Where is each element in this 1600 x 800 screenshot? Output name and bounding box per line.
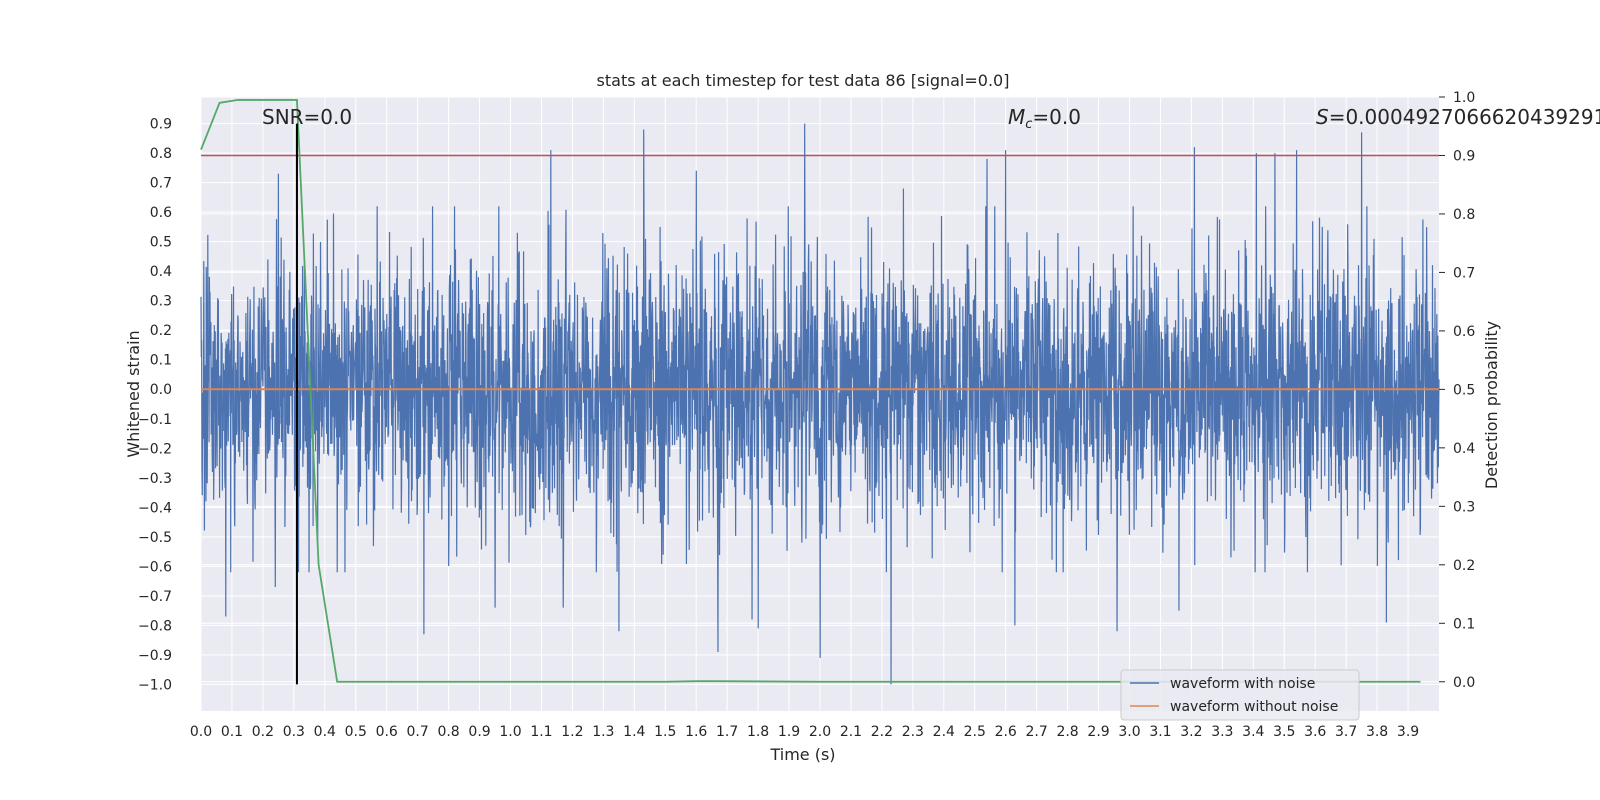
x-tick-label: 1.2 xyxy=(561,724,583,740)
y2-tick-label: 0.5 xyxy=(1453,382,1475,398)
x-tick-label: 1.6 xyxy=(685,724,707,740)
y-tick-label: 0.1 xyxy=(150,353,172,369)
y-tick-label: −0.4 xyxy=(138,500,172,516)
legend: waveform with noise waveform without noi… xyxy=(1120,669,1360,721)
x-tick-label: 1.0 xyxy=(499,724,521,740)
y2-tick-label: 0.7 xyxy=(1453,265,1475,281)
y-tick-label: 0.8 xyxy=(150,146,172,162)
y2-axis-label: Detection probability xyxy=(1482,321,1501,489)
snr-annotation: SNR=0.0 xyxy=(262,105,352,129)
significance-annotation: S=0.0004927066620439291 xyxy=(1316,105,1600,129)
y2-tick-label: 0.8 xyxy=(1453,207,1475,223)
x-tick-label: 2.4 xyxy=(933,724,955,740)
s-value: =0.0004927066620439291 xyxy=(1329,105,1600,129)
legend-box xyxy=(1120,669,1360,721)
noise-waveform-line xyxy=(200,123,1440,685)
x-tick-label: 0.5 xyxy=(345,724,367,740)
x-tick-label: 0.6 xyxy=(376,724,398,740)
y-tick-label: −0.2 xyxy=(138,441,172,457)
mc-value: =0.0 xyxy=(1032,105,1081,129)
x-tick-label: 1.3 xyxy=(592,724,614,740)
x-tick-label: 2.1 xyxy=(840,724,862,740)
y2-tick-label: 0.3 xyxy=(1453,499,1475,515)
x-tick-label: 3.5 xyxy=(1273,724,1295,740)
x-tick-label: 0.9 xyxy=(468,724,490,740)
y-tick-label: −0.8 xyxy=(138,618,172,634)
legend-noise-label: waveform with noise xyxy=(1170,676,1315,692)
y2-tick-label: 0.2 xyxy=(1453,558,1475,574)
noise-waveform-series xyxy=(200,123,1440,685)
y-tick-label: 0.9 xyxy=(150,117,172,133)
x-tick-label: 2.3 xyxy=(902,724,924,740)
x-tick-label: 2.7 xyxy=(1026,724,1048,740)
x-tick-label: 2.6 xyxy=(995,724,1017,740)
left-axis-ticks: −1.0 −0.9 −0.8 −0.7 −0.6 −0.5 −0.4 −0.3 −0.2 −0.1… xyxy=(138,117,172,694)
x-tick-label: 2.5 xyxy=(964,724,986,740)
x-axis-label: Time (s) xyxy=(769,745,835,764)
y2-tick-label: 0.1 xyxy=(1453,616,1475,632)
y-tick-label: −0.1 xyxy=(138,412,172,428)
x-tick-label: 0.1 xyxy=(221,724,243,740)
x-tick-label: 3.6 xyxy=(1304,724,1326,740)
x-tick-label: 3.1 xyxy=(1149,724,1171,740)
x-tick-label: 1.1 xyxy=(530,724,552,740)
x-tick-label: 1.9 xyxy=(778,724,800,740)
x-tick-label: 3.3 xyxy=(1211,724,1233,740)
mc-symbol: M xyxy=(1008,105,1025,129)
y-tick-label: −0.6 xyxy=(138,559,172,575)
y-tick-label: −0.5 xyxy=(138,530,172,546)
y-tick-label: 0.0 xyxy=(150,382,172,398)
y-axis-label: Whitened strain xyxy=(124,330,143,457)
chirp-mass-annotation: Mc=0.0 xyxy=(1008,105,1081,132)
y-tick-label: 0.4 xyxy=(150,264,172,280)
x-tick-label: 3.2 xyxy=(1180,724,1202,740)
y-tick-label: −1.0 xyxy=(138,677,172,693)
y-tick-label: 0.5 xyxy=(150,235,172,251)
y-tick-label: −0.3 xyxy=(138,471,172,487)
x-tick-label: 2.8 xyxy=(1056,724,1078,740)
x-tick-label: 3.7 xyxy=(1335,724,1357,740)
x-tick-label: 2.0 xyxy=(809,724,831,740)
y2-tick-label: 0.4 xyxy=(1453,441,1475,457)
right-axis-ticks: 0.0 0.1 0.2 0.3 0.4 0.5 0.6 0.7 0.8 0.9 1.0 xyxy=(1439,90,1475,691)
x-tick-label: 3.4 xyxy=(1242,724,1264,740)
x-tick-label: 2.9 xyxy=(1087,724,1109,740)
y2-tick-label: 0.6 xyxy=(1453,324,1475,340)
x-tick-label: 3.0 xyxy=(1118,724,1140,740)
x-tick-label: 0.8 xyxy=(437,724,459,740)
x-tick-label: 0.4 xyxy=(314,724,336,740)
overlay-lines xyxy=(200,99,1439,685)
x-tick-label: 1.5 xyxy=(654,724,676,740)
x-axis-ticks: 0.0 0.1 0.2 0.3 0.4 0.5 0.6 0.7 0.8 0.9 1.0 1.1 1.2 1… xyxy=(190,724,1419,740)
x-tick-label: 0.7 xyxy=(407,724,429,740)
y2-tick-label: 0.9 xyxy=(1453,148,1475,164)
x-tick-label: 1.4 xyxy=(623,724,645,740)
detection-probability-line xyxy=(200,99,1421,683)
x-tick-label: 0.2 xyxy=(252,724,274,740)
mc-subscript: c xyxy=(1025,117,1032,132)
y-tick-label: 0.7 xyxy=(150,176,172,192)
y2-tick-label: 0.0 xyxy=(1453,675,1475,691)
chart-title: stats at each timestep for test data 86 … xyxy=(597,71,1010,90)
y2-tick-label: 1.0 xyxy=(1453,90,1475,106)
x-tick-label: 2.2 xyxy=(871,724,893,740)
x-tick-label: 0.3 xyxy=(283,724,305,740)
x-tick-label: 3.9 xyxy=(1397,724,1419,740)
legend-clean-label: waveform without noise xyxy=(1170,699,1338,715)
y-tick-label: −0.9 xyxy=(138,648,172,664)
x-tick-label: 1.7 xyxy=(716,724,738,740)
y-tick-label: 0.2 xyxy=(150,323,172,339)
s-symbol: S xyxy=(1316,105,1329,129)
x-tick-label: 1.8 xyxy=(747,724,769,740)
x-tick-label: 3.8 xyxy=(1366,724,1388,740)
x-tick-label: 0.0 xyxy=(190,724,212,740)
y-tick-label: 0.3 xyxy=(150,294,172,310)
y-tick-label: −0.7 xyxy=(138,589,172,605)
y-tick-label: 0.6 xyxy=(150,205,172,221)
